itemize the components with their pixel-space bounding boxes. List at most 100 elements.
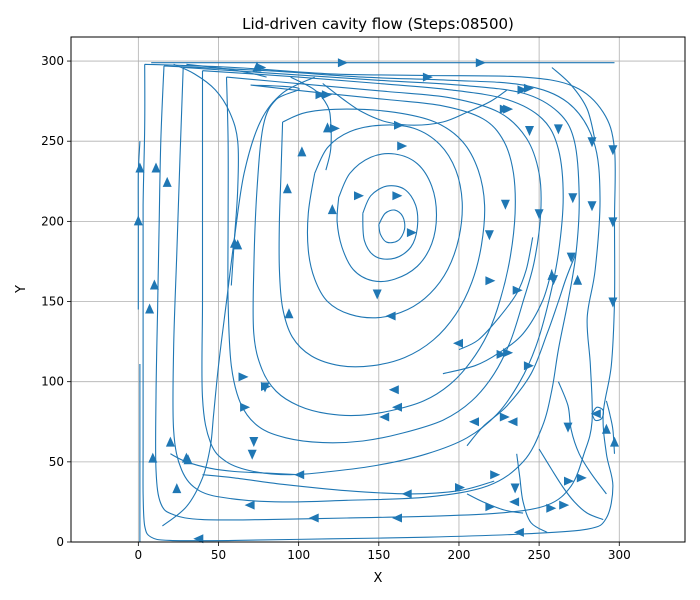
streamline-arrowhead [608,217,618,228]
streamline-arrowhead [587,201,597,212]
streamline-arrowhead [388,385,399,395]
streamline-arrowhead [193,534,204,544]
streamlines [133,58,619,544]
streamline-arrowhead [525,126,534,136]
y-axis-label: Y [14,285,29,294]
streamline-top-left-2 [186,63,267,78]
streamline-arrowhead [149,279,159,290]
streamline-arrowhead [503,348,514,358]
streamline-arrowhead [563,422,573,433]
streamline-arrowhead [499,412,510,422]
streamline-arrowhead [406,228,417,238]
streamline-arrowhead [469,417,479,427]
y-tick-label: 250 [41,134,64,148]
axis-ticks: 0 50 100 150 200 250 300 0 50 100 150 200 250 300 [41,54,631,562]
streamline-arrowhead [145,303,155,314]
streamline-arrowhead [566,252,576,263]
streamline-right-lower-1 [557,381,607,495]
y-tick-label: 50 [49,455,64,469]
x-axis-label: X [374,571,383,586]
streamline-ring-1 [142,63,616,542]
streamline-arrowhead [485,502,496,512]
streamline-ring-2 [155,65,601,521]
streamline-arrowhead [513,527,524,537]
streamline-arrowhead [297,146,307,157]
streamline-arrowhead [401,489,412,499]
streamline-arrowhead [547,269,557,280]
streamline-arrowhead [165,436,175,447]
y-tick-label: 100 [41,375,64,389]
x-tick-label: 150 [367,548,390,562]
streamline-arrowhead [523,361,534,371]
plot-area-frame [70,36,686,543]
streamline-top-mid-1 [290,76,332,171]
x-tick-label: 50 [211,548,226,562]
streamline-arrowhead [496,349,507,359]
grid [71,37,685,543]
streamline-ring-10 [362,185,419,260]
streamline-arrowhead [455,483,465,492]
streamline-ring-5 [225,76,542,444]
streamline-secondary-eddy [591,406,605,422]
streamline-top-mid-2 [322,83,508,126]
streamline-arrowhead [475,58,486,68]
streamline-arrowhead [484,230,494,241]
streamline-arrowhead [523,83,534,93]
streamline-arrowhead [244,500,255,510]
y-tick-label: 300 [41,54,64,68]
streamline-right-top-1 [551,67,596,142]
streamline-right-mid-3 [466,253,577,447]
streamline-arrowhead [490,470,501,480]
streamline-arrowhead [509,497,520,507]
streamline-arrowhead [337,58,348,68]
streamline-top-left-1 [173,63,240,286]
x-tick-label: 0 [135,548,143,562]
streamline-arrowhead [485,276,496,286]
streamline-arrowhead [249,437,259,447]
streamline-arrowhead [392,191,403,201]
streamline-arrowhead [517,85,528,95]
streamline-arrowhead [534,209,544,220]
streamline-bottom-left [162,76,315,527]
streamline-arrowhead [379,412,390,422]
x-tick-label: 200 [448,548,471,562]
streamline-arrowhead [590,409,601,419]
streamline-arrowhead [564,476,574,486]
streamline-ring-9 [336,153,438,283]
streamline-arrowhead [354,191,364,201]
streamline-ring-11 [378,209,406,244]
streamline-arrowhead [392,513,402,523]
streamline-arrowhead [247,449,257,460]
streamline-arrowhead [183,454,193,465]
streamline-arrowhead [133,215,143,226]
streamline-arrowhead [512,285,523,295]
streamline-arrowhead [510,483,520,494]
streamline-arrowhead [500,199,510,210]
streamline-arrowhead [172,483,182,494]
streamline-arrowhead [240,402,251,412]
streamline-arrowhead [608,145,618,156]
streamline-right-mid-2 [442,269,553,375]
streamline-arrowhead [499,104,510,114]
streamline-arrowhead [608,297,618,308]
streamline-arrowhead [284,308,294,319]
streamline-bottom-left-2 [170,453,299,476]
streamline-ring-7 [278,108,486,368]
x-tick-label: 100 [287,548,310,562]
streamline-ring-8 [306,124,463,319]
streamline-arrowhead [321,90,332,100]
y-tick-label: 200 [41,214,64,228]
streamline-right-mid-1 [458,237,534,351]
streamline-arrowhead [294,470,305,480]
streamline-arrowhead [261,382,271,391]
streamline-arrowhead [151,162,161,173]
streamline-arrowhead [372,289,382,300]
streamline-arrowhead [576,473,587,483]
streamline-arrowhead [230,237,239,248]
streamline-arrowhead [568,193,578,204]
streamline-arrowhead [238,372,249,382]
streamline-bottom-right-2 [516,453,548,533]
streamline-arrowhead [323,122,332,133]
